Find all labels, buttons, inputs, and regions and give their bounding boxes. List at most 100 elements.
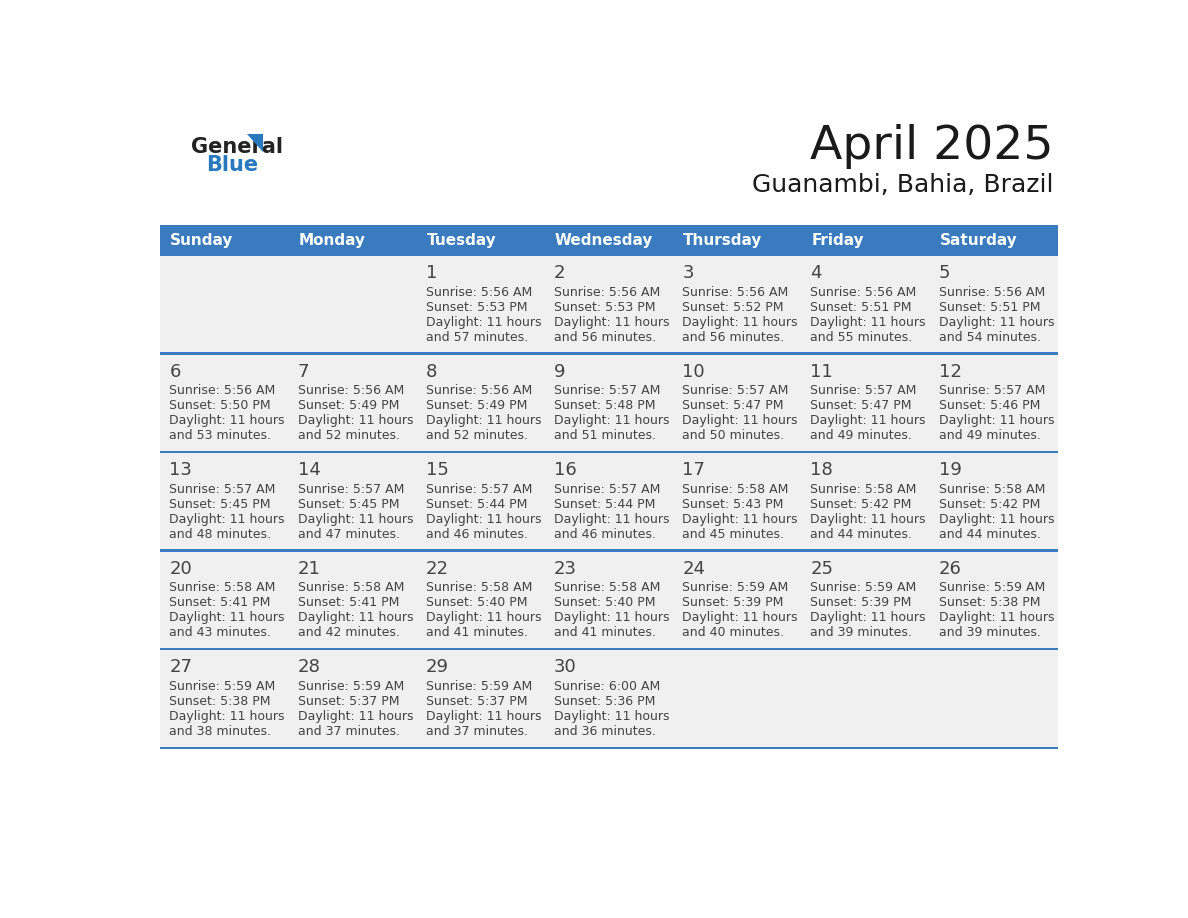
Text: 8: 8: [425, 363, 437, 381]
Text: Sunset: 5:42 PM: Sunset: 5:42 PM: [939, 498, 1040, 510]
Text: 18: 18: [810, 461, 833, 479]
Text: Sunset: 5:53 PM: Sunset: 5:53 PM: [425, 301, 527, 314]
Text: Sunrise: 5:57 AM: Sunrise: 5:57 AM: [939, 385, 1045, 397]
Text: and 52 minutes.: and 52 minutes.: [425, 430, 527, 442]
Text: Sunday: Sunday: [170, 233, 234, 248]
Bar: [160, 353, 1057, 452]
Text: 19: 19: [939, 461, 961, 479]
Text: Sunrise: 5:58 AM: Sunrise: 5:58 AM: [425, 581, 532, 594]
Bar: [672, 226, 801, 255]
Text: Sunrise: 5:58 AM: Sunrise: 5:58 AM: [682, 483, 789, 496]
Text: Sunset: 5:40 PM: Sunset: 5:40 PM: [554, 597, 656, 610]
Text: and 49 minutes.: and 49 minutes.: [939, 430, 1041, 442]
Bar: [801, 226, 929, 255]
Text: 11: 11: [810, 363, 833, 381]
Text: Sunset: 5:38 PM: Sunset: 5:38 PM: [939, 597, 1041, 610]
Bar: [160, 253, 1057, 256]
Bar: [160, 550, 1057, 552]
Text: Sunset: 5:37 PM: Sunset: 5:37 PM: [425, 695, 527, 708]
Text: 6: 6: [170, 363, 181, 381]
Text: Daylight: 11 hours: Daylight: 11 hours: [682, 414, 798, 427]
Text: 13: 13: [170, 461, 192, 479]
Text: Sunrise: 5:56 AM: Sunrise: 5:56 AM: [425, 285, 532, 298]
Text: 1: 1: [425, 264, 437, 282]
Text: Daylight: 11 hours: Daylight: 11 hours: [810, 611, 925, 624]
Text: Sunset: 5:53 PM: Sunset: 5:53 PM: [554, 301, 656, 314]
Text: and 53 minutes.: and 53 minutes.: [170, 430, 271, 442]
Text: Tuesday: Tuesday: [426, 233, 497, 248]
Text: 15: 15: [425, 461, 449, 479]
Text: 14: 14: [298, 461, 321, 479]
Text: Thursday: Thursday: [683, 233, 763, 248]
Text: Sunrise: 5:56 AM: Sunrise: 5:56 AM: [298, 385, 404, 397]
Text: Sunrise: 5:59 AM: Sunrise: 5:59 AM: [425, 680, 532, 693]
Text: Sunset: 5:47 PM: Sunset: 5:47 PM: [682, 399, 784, 412]
Text: and 56 minutes.: and 56 minutes.: [682, 330, 784, 343]
Text: and 42 minutes.: and 42 minutes.: [298, 626, 399, 640]
Text: Sunrise: 5:57 AM: Sunrise: 5:57 AM: [298, 483, 404, 496]
Text: and 48 minutes.: and 48 minutes.: [170, 528, 271, 541]
Bar: [929, 226, 1057, 255]
Text: Daylight: 11 hours: Daylight: 11 hours: [939, 316, 1054, 329]
Text: Sunset: 5:39 PM: Sunset: 5:39 PM: [810, 597, 912, 610]
Text: Sunset: 5:36 PM: Sunset: 5:36 PM: [554, 695, 656, 708]
Text: Daylight: 11 hours: Daylight: 11 hours: [810, 414, 925, 427]
Text: Sunrise: 5:56 AM: Sunrise: 5:56 AM: [425, 385, 532, 397]
Text: Sunrise: 5:56 AM: Sunrise: 5:56 AM: [170, 385, 276, 397]
Text: Sunset: 5:42 PM: Sunset: 5:42 PM: [810, 498, 912, 510]
Text: Daylight: 11 hours: Daylight: 11 hours: [939, 513, 1054, 526]
Text: Sunrise: 5:57 AM: Sunrise: 5:57 AM: [425, 483, 532, 496]
Text: Sunset: 5:43 PM: Sunset: 5:43 PM: [682, 498, 784, 510]
Text: Friday: Friday: [811, 233, 864, 248]
Text: Saturday: Saturday: [940, 233, 1017, 248]
Text: Daylight: 11 hours: Daylight: 11 hours: [554, 611, 670, 624]
Text: and 41 minutes.: and 41 minutes.: [425, 626, 527, 640]
Text: Sunset: 5:49 PM: Sunset: 5:49 PM: [425, 399, 527, 412]
Text: Sunset: 5:52 PM: Sunset: 5:52 PM: [682, 301, 784, 314]
Text: Sunrise: 5:58 AM: Sunrise: 5:58 AM: [170, 581, 276, 594]
Text: Daylight: 11 hours: Daylight: 11 hours: [425, 513, 542, 526]
Text: and 51 minutes.: and 51 minutes.: [554, 430, 656, 442]
Text: Daylight: 11 hours: Daylight: 11 hours: [810, 513, 925, 526]
Text: and 36 minutes.: and 36 minutes.: [554, 725, 656, 738]
Text: Daylight: 11 hours: Daylight: 11 hours: [682, 316, 798, 329]
Text: and 45 minutes.: and 45 minutes.: [682, 528, 784, 541]
Text: Daylight: 11 hours: Daylight: 11 hours: [298, 710, 413, 723]
Text: Sunrise: 5:58 AM: Sunrise: 5:58 AM: [298, 581, 404, 594]
Text: Sunset: 5:45 PM: Sunset: 5:45 PM: [170, 498, 271, 510]
Text: Daylight: 11 hours: Daylight: 11 hours: [170, 414, 285, 427]
Text: 16: 16: [554, 461, 577, 479]
Text: April 2025: April 2025: [810, 124, 1054, 169]
Text: and 46 minutes.: and 46 minutes.: [425, 528, 527, 541]
Bar: [160, 746, 1057, 749]
Text: Sunset: 5:40 PM: Sunset: 5:40 PM: [425, 597, 527, 610]
Text: and 55 minutes.: and 55 minutes.: [810, 330, 912, 343]
Bar: [160, 225, 1057, 227]
Bar: [160, 255, 1057, 353]
Text: 26: 26: [939, 560, 961, 577]
Text: and 37 minutes.: and 37 minutes.: [425, 725, 527, 738]
Text: Daylight: 11 hours: Daylight: 11 hours: [810, 316, 925, 329]
Text: Sunset: 5:51 PM: Sunset: 5:51 PM: [810, 301, 912, 314]
Text: and 43 minutes.: and 43 minutes.: [170, 626, 271, 640]
Text: Sunrise: 5:59 AM: Sunrise: 5:59 AM: [939, 581, 1045, 594]
Text: and 57 minutes.: and 57 minutes.: [425, 330, 527, 343]
Bar: [160, 452, 1057, 551]
Text: and 52 minutes.: and 52 minutes.: [298, 430, 399, 442]
Text: Daylight: 11 hours: Daylight: 11 hours: [939, 414, 1054, 427]
Text: 25: 25: [810, 560, 834, 577]
Text: and 39 minutes.: and 39 minutes.: [939, 626, 1041, 640]
Text: 5: 5: [939, 264, 950, 282]
Text: Sunrise: 5:57 AM: Sunrise: 5:57 AM: [554, 385, 661, 397]
Text: Sunset: 5:47 PM: Sunset: 5:47 PM: [810, 399, 912, 412]
Bar: [160, 551, 1057, 649]
Bar: [160, 451, 1057, 453]
Text: 9: 9: [554, 363, 565, 381]
Text: Daylight: 11 hours: Daylight: 11 hours: [682, 611, 798, 624]
Text: Daylight: 11 hours: Daylight: 11 hours: [170, 710, 285, 723]
Text: Sunrise: 5:59 AM: Sunrise: 5:59 AM: [298, 680, 404, 693]
Text: Daylight: 11 hours: Daylight: 11 hours: [298, 414, 413, 427]
Text: 17: 17: [682, 461, 706, 479]
Text: Daylight: 11 hours: Daylight: 11 hours: [682, 513, 798, 526]
Text: 23: 23: [554, 560, 577, 577]
